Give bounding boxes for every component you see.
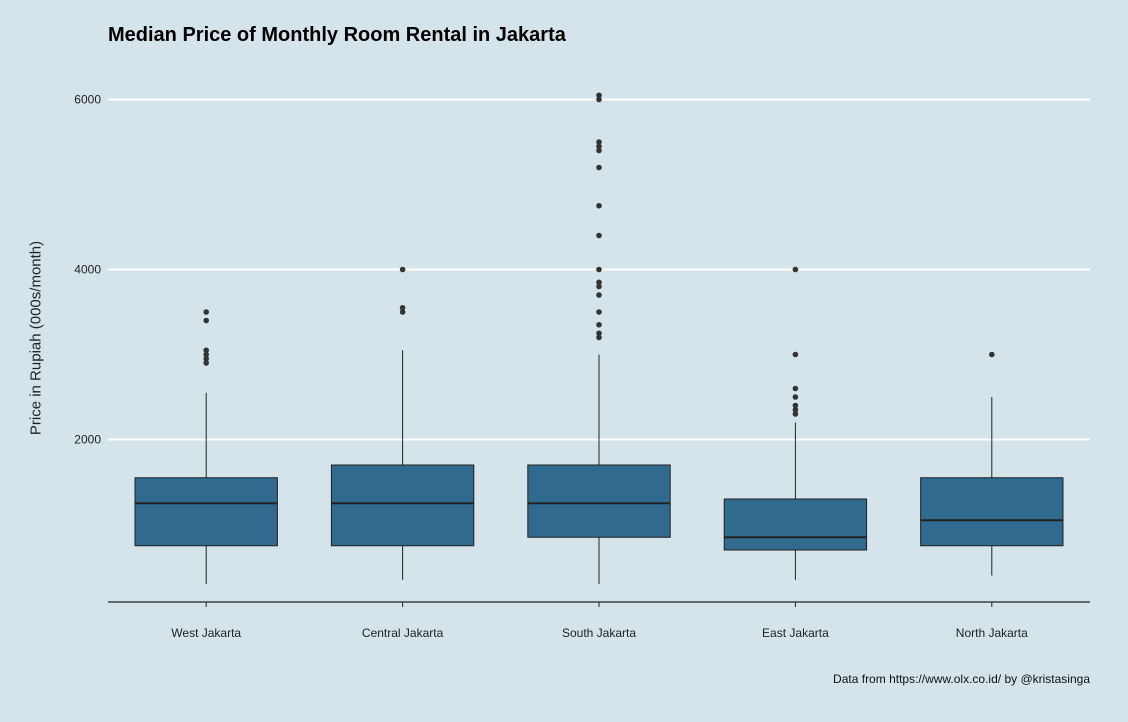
outlier-point bbox=[596, 266, 602, 273]
outlier-point bbox=[596, 147, 602, 154]
outlier-point bbox=[596, 139, 602, 145]
outlier-point bbox=[596, 232, 602, 239]
outlier-point bbox=[596, 321, 602, 328]
outlier-point bbox=[203, 309, 209, 315]
outlier-point bbox=[203, 360, 209, 366]
x-tick-label: West Jakarta bbox=[171, 626, 241, 640]
outlier-point bbox=[596, 202, 602, 209]
outlier-point bbox=[596, 283, 602, 290]
outlier-point bbox=[203, 347, 209, 354]
data-source-caption: Data from https://www.olx.co.id/ by @kri… bbox=[833, 672, 1090, 686]
outlier-point bbox=[203, 355, 209, 362]
outlier-point bbox=[792, 406, 799, 413]
outlier-point bbox=[596, 334, 602, 341]
box bbox=[920, 477, 1064, 547]
outlier-point bbox=[203, 351, 209, 358]
outlier-point bbox=[399, 309, 406, 315]
outlier-point bbox=[792, 411, 799, 417]
outlier-point bbox=[596, 279, 602, 286]
x-tick-label: North Jakarta bbox=[956, 626, 1028, 640]
y-tick-label: 2000 bbox=[74, 433, 101, 447]
outlier-point bbox=[596, 96, 602, 103]
box bbox=[134, 477, 278, 547]
outlier-point bbox=[596, 92, 602, 99]
outlier-point bbox=[203, 317, 209, 324]
outlier-point bbox=[792, 385, 799, 392]
box bbox=[723, 498, 868, 551]
outlier-point bbox=[792, 266, 799, 273]
chart-title: Median Price of Monthly Room Rental in J… bbox=[108, 24, 566, 46]
outlier-point bbox=[596, 309, 602, 315]
y-tick-label: 4000 bbox=[74, 263, 101, 277]
outlier-point bbox=[596, 292, 602, 298]
outlier-point bbox=[399, 304, 406, 311]
outlier-point bbox=[989, 351, 995, 358]
outlier-point bbox=[596, 164, 602, 171]
x-tick-label: Central Jakarta bbox=[362, 626, 444, 640]
outlier-point bbox=[596, 330, 602, 337]
x-tick-label: South Jakarta bbox=[562, 626, 636, 640]
box bbox=[330, 464, 475, 547]
y-tick-label: 6000 bbox=[74, 93, 101, 107]
outlier-point bbox=[399, 266, 406, 273]
x-tick-label: East Jakarta bbox=[762, 626, 829, 640]
box bbox=[527, 464, 671, 538]
outlier-point bbox=[792, 402, 799, 409]
outlier-point bbox=[596, 143, 602, 150]
outlier-point bbox=[792, 351, 799, 358]
outlier-point bbox=[792, 394, 799, 400]
